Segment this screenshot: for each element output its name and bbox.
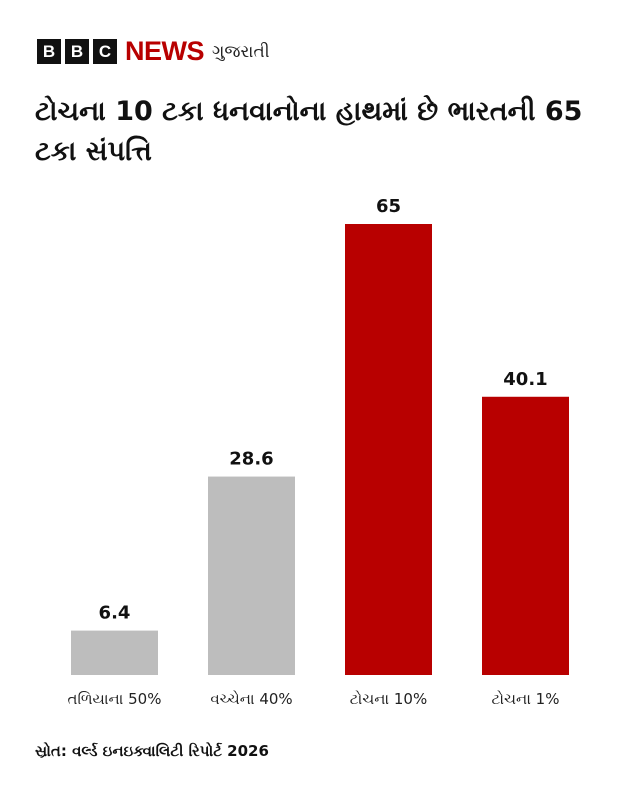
data-label: 28.6 [229,449,273,470]
data-label: 40.1 [503,369,547,390]
logo-block: B [37,39,61,64]
logo-language: ગુજરાતી [212,41,270,62]
bar [208,476,295,675]
bar [345,224,432,675]
source-note: સ્રોત: વર્લ્ડ ઇનઇક્વાલિટી રિપોર્ટ 2026 [35,742,269,760]
data-label: 6.4 [99,603,131,624]
logo-news: NEWS [125,36,205,66]
bar-chart: 6.4 તળિયાના 50% 28.6 વચ્ચેના 40% 65 ટોચના 10%… [68,196,569,708]
chart-title: ટોચના 10 ટકા ધનવાનોના હાથમાં છે ભારતની 6… [35,96,583,167]
bbc-news-gujarati-logo: B B C NEWS ગુજરાતી [37,36,270,67]
logo-block: C [93,39,117,64]
category-label: ટોચના 10% [350,690,427,708]
logo-block: B [65,39,89,64]
bar [482,396,569,675]
data-label: 65 [376,196,401,217]
bar [71,630,158,675]
category-label: ટોચના 1% [492,690,560,708]
category-label: તળિયાના 50% [68,690,162,708]
category-label: વચ્ચેના 40% [210,690,292,708]
